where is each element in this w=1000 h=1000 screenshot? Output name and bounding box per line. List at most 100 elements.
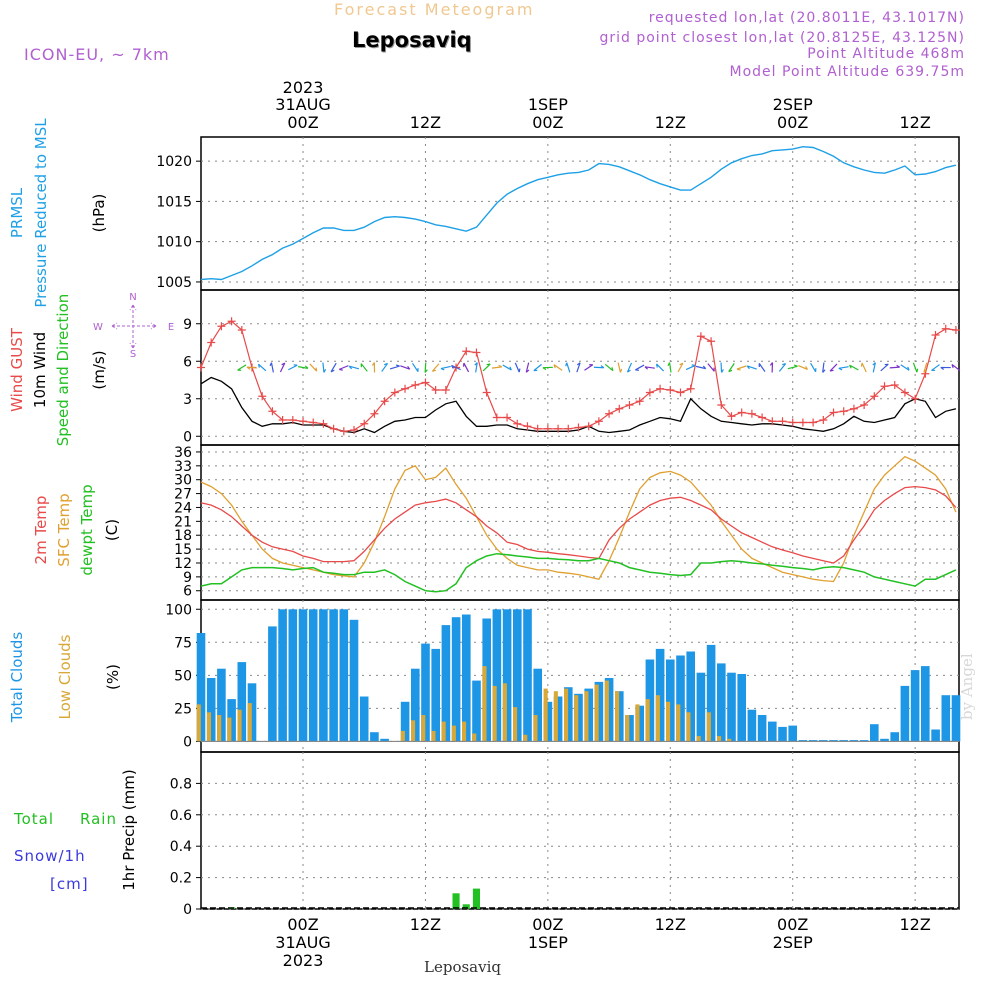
y-tick-label: 0 [183, 734, 192, 750]
y-tick-label: 100 [165, 602, 192, 618]
total-cloud-bar [951, 695, 961, 742]
y-tick-label: 6 [183, 584, 192, 600]
time-axis-date: 31AUG [275, 95, 330, 114]
wind-direction-arrow [604, 363, 614, 372]
wind-direction-arrow [923, 362, 928, 373]
wind-direction-arrow [889, 364, 901, 369]
total-cloud-bar [329, 609, 338, 742]
wind-direction-arrow [412, 362, 419, 373]
total-cloud-bar [808, 740, 818, 742]
wind-direction-arrow [338, 365, 349, 371]
precip-label-snow: Snow/1h [14, 847, 86, 865]
y-tick-label: 27 [174, 487, 192, 503]
low-cloud-bar [411, 720, 416, 742]
pressure-label-2: Pressure Reduced to MSL [32, 118, 50, 308]
gust-marker [543, 424, 552, 433]
gust-marker [737, 408, 746, 417]
wind-direction-arrow [482, 363, 491, 372]
low-cloud-bar [655, 695, 660, 742]
gust-marker [411, 381, 420, 389]
low-cloud-bar [441, 721, 446, 742]
total-cloud-bar [492, 609, 502, 742]
time-axis-hour: 12Z [655, 113, 686, 132]
total-cloud-bar [798, 740, 808, 742]
wind-direction-arrow [617, 362, 623, 373]
low-cloud-bar [227, 717, 232, 742]
wind-direction-arrow [677, 362, 684, 373]
total-cloud-bar [931, 729, 940, 742]
pressure-unit: (hPa) [90, 194, 108, 233]
wind-direction-arrow [635, 364, 645, 371]
wind-direction-arrow [474, 362, 478, 373]
gust-marker [778, 417, 787, 426]
rain-bar [452, 893, 460, 909]
low-cloud-bar [553, 691, 558, 742]
low-cloud-bar [462, 721, 467, 742]
bottom-axis-hour: 12Z [655, 915, 686, 934]
low-cloud-bar [604, 680, 609, 742]
time-axis-year: 2023 [283, 78, 324, 97]
total-cloud-bar [431, 648, 440, 742]
total-cloud-bar [196, 633, 206, 742]
wind-direction-arrow [491, 364, 503, 369]
total-cloud-bar [553, 696, 563, 742]
footer-location: Leposaviq [424, 958, 501, 976]
total-cloud-bar [227, 699, 236, 742]
total-cloud-bar [594, 681, 604, 742]
low-cloud-bar [472, 733, 477, 742]
total-cloud-bar [584, 688, 593, 742]
header-faded-title: Forecast Meteogram [334, 0, 535, 19]
low-cloud-bar [482, 666, 487, 742]
bottom-axis-hour: 12Z [899, 915, 930, 934]
low-cloud-bar [451, 725, 456, 742]
gust-marker [951, 326, 960, 334]
low-cloud-bar [594, 684, 599, 742]
total-cloud-bar [727, 672, 736, 742]
gust-marker [492, 413, 501, 422]
cloud-unit: (%) [104, 664, 122, 690]
low-cloud-bar [533, 715, 538, 742]
gust-marker [696, 332, 705, 341]
wind-direction-arrow [655, 363, 665, 372]
wind-direction-arrow [389, 364, 400, 370]
y-tick-label: 0.8 [170, 776, 192, 792]
panel-frame-0 [200, 136, 960, 291]
low-cloud-bar [400, 730, 405, 742]
wind-direction-arrow [533, 363, 542, 372]
total-cloud-bar [574, 693, 583, 742]
total-cloud-bar [502, 609, 512, 742]
wind-direction-arrow [728, 363, 735, 373]
total-cloud-bar [268, 626, 277, 742]
wind-direction-arrow [584, 364, 594, 371]
wind-direction-arrow [565, 362, 571, 373]
low-cloud-bar [523, 734, 528, 742]
gust-marker [758, 413, 767, 422]
total-cloud-bar [359, 696, 369, 742]
gust-marker [768, 417, 777, 426]
wind-direction-arrow [872, 362, 876, 373]
wind-direction-arrow [348, 365, 360, 370]
y-tick-label: 9 [183, 317, 192, 333]
gust-marker [686, 384, 695, 393]
y-tick-label: 1005 [156, 275, 192, 291]
gridpoint-lonlat: grid point closest lon,lat (20.8125E, 43… [599, 30, 965, 46]
total-cloud-bar [472, 680, 481, 742]
cloud-label-total: Total Clouds [8, 632, 26, 724]
low-cloud-bar [247, 703, 252, 742]
total-cloud-bar [890, 732, 899, 742]
pressure-label-1: PRMSL [8, 187, 26, 238]
bottom-axis-hour: 00Z [777, 915, 808, 934]
model-label: ICON-EU, ~ 7km [24, 45, 170, 64]
wind-direction-arrow [237, 364, 247, 371]
bottom-axis-date: 31AUG [275, 933, 330, 952]
gust-marker [574, 423, 583, 432]
wind-direction-arrow [322, 362, 327, 373]
y-tick-label: 33 [174, 459, 192, 475]
wind-direction-arrow [769, 362, 774, 373]
low-cloud-bar [584, 691, 589, 742]
total-cloud-bar [696, 672, 706, 742]
total-cloud-bar [543, 701, 553, 742]
total-cloud-bar [206, 678, 216, 742]
y-tick-label: 24 [174, 500, 192, 516]
